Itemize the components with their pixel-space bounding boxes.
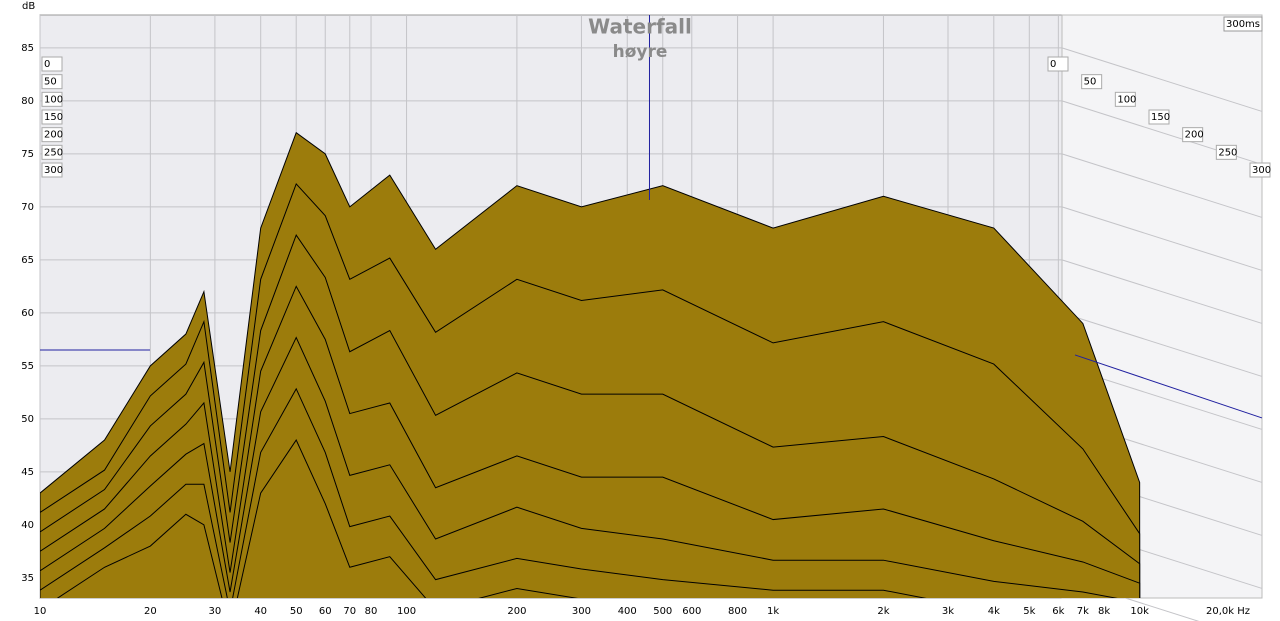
y-tick-label: 45: [21, 467, 34, 478]
slice-area: [56, 439, 579, 598]
z-tick-box: [41, 74, 63, 90]
z-tick-box: [1047, 56, 1069, 72]
z-tick-label-right: 200: [1185, 130, 1204, 141]
chart-subtitle: høyre: [613, 42, 668, 62]
y-tick-label: 65: [21, 255, 34, 266]
x-tick-label: 400: [618, 606, 637, 617]
x-tick-label: 100: [397, 606, 416, 617]
x-tick-label: 6k: [1052, 606, 1064, 617]
cursor-y-wall: [1074, 354, 1263, 419]
x-tick-label: 20: [144, 606, 157, 617]
z-tick-box: [41, 144, 63, 160]
x-tick-label: 7k: [1077, 606, 1089, 617]
z-tick-label-left: 0: [44, 59, 50, 70]
z-tick-label-left: 100: [44, 94, 63, 105]
z-tick-box: [1182, 127, 1204, 143]
x-tick-label: 20,0k Hz: [1206, 606, 1250, 617]
x-tick-label: 10: [34, 606, 47, 617]
x-tick-label: 8k: [1098, 606, 1110, 617]
z-tick-box: [41, 162, 63, 178]
z-tick-box: [1249, 162, 1271, 178]
wall-grid-line: [1061, 153, 1263, 218]
x-tick-label: 40: [254, 606, 267, 617]
z-tick-box: [41, 91, 63, 107]
y-tick-label: 55: [21, 361, 34, 372]
chart-title: Waterfall: [588, 15, 692, 39]
z-tick-label-right: 100: [1117, 94, 1136, 105]
z-tick-label-right: 150: [1151, 112, 1170, 123]
z-tick-label-left: 50: [44, 77, 57, 88]
z-tick-label-left: 150: [44, 112, 63, 123]
x-tick-label: 600: [682, 606, 701, 617]
x-tick-label: 50: [290, 606, 303, 617]
z-tick-box: [41, 109, 63, 125]
z-tick-box: [1148, 109, 1170, 125]
z-tick-box: [1114, 91, 1136, 107]
x-tick-label: 3k: [942, 606, 954, 617]
y-tick-label: 85: [21, 43, 34, 54]
x-tick-label: 200: [507, 606, 526, 617]
z-tick-box: [41, 56, 63, 72]
x-tick-label: 1k: [767, 606, 779, 617]
y-tick-label: 60: [21, 308, 34, 319]
y-tick-label: 70: [21, 202, 34, 213]
z-label-box: [1223, 16, 1263, 32]
z-tick-box: [1215, 144, 1237, 160]
z-tick-box: [41, 127, 63, 143]
z-tick-label-left: 250: [44, 147, 63, 158]
y-tick-label: 50: [21, 414, 34, 425]
wall-grid-line: [1061, 47, 1263, 112]
z-tick-label-left: 200: [44, 130, 63, 141]
x-tick-label: 30: [209, 606, 222, 617]
y-tick-label: 35: [21, 573, 34, 584]
wall-grid-line: [1061, 206, 1263, 271]
z-tick-label-right: 250: [1218, 147, 1237, 158]
y-tick-label: 75: [21, 149, 34, 160]
x-tick-label: 300: [572, 606, 591, 617]
x-tick-label: 2k: [877, 606, 889, 617]
y-tick-label: 40: [21, 520, 34, 531]
x-tick-label: 500: [653, 606, 672, 617]
x-tick-label: 60: [319, 606, 332, 617]
z-tick-box: [1081, 74, 1103, 90]
wall-grid-line: [1061, 259, 1263, 324]
x-tick-label: 70: [343, 606, 356, 617]
z-tick-label-right: 50: [1084, 77, 1097, 88]
z-tick-label-left: 300: [44, 165, 63, 176]
y-axis-label: dB: [22, 1, 35, 12]
z-tick-label-right: 300: [1252, 165, 1271, 176]
z-tick-label-right: 0: [1050, 59, 1056, 70]
wall-grid-line: [1061, 312, 1263, 377]
z-axis-label: 300ms: [1226, 19, 1260, 30]
x-tick-label: 5k: [1023, 606, 1035, 617]
x-tick-label: 80: [365, 606, 378, 617]
x-tick-label: 10k: [1130, 606, 1149, 617]
x-tick-label: 4k: [988, 606, 1000, 617]
x-tick-label: 800: [728, 606, 747, 617]
y-tick-label: 80: [21, 96, 34, 107]
